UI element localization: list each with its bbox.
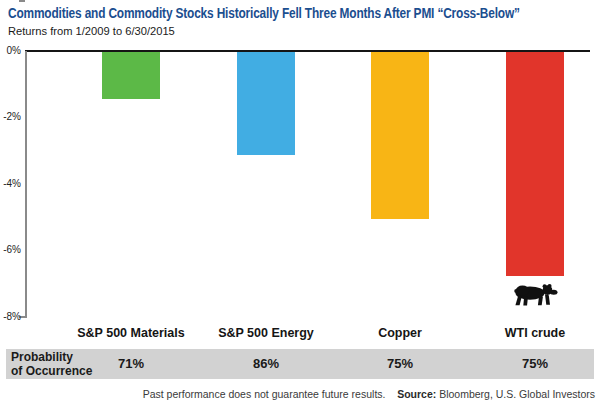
probability-value-copper: 75% bbox=[330, 356, 470, 371]
chart-container: Commodities and Commodity Stocks Histori… bbox=[0, 0, 600, 406]
y-axis-line bbox=[25, 51, 27, 318]
category-label-copper: Copper bbox=[330, 326, 470, 340]
bear-icon bbox=[510, 283, 560, 309]
category-label-sp500-materials: S&P 500 Materials bbox=[61, 326, 201, 340]
bar-sp500-energy bbox=[237, 52, 295, 155]
bar-sp500-materials bbox=[102, 52, 160, 99]
y-tick-label: -4% bbox=[0, 178, 21, 190]
disclaimer-text: Past performance does not guarantee futu… bbox=[143, 388, 386, 400]
bar-copper bbox=[371, 52, 429, 219]
category-label-wti-crude: WTI crude bbox=[465, 326, 600, 340]
chart-title: Commodities and Commodity Stocks Histori… bbox=[8, 5, 520, 21]
y-axis-tick bbox=[19, 0, 25, 2]
probability-value-sp500-materials: 71% bbox=[61, 356, 201, 371]
probability-value-sp500-energy: 86% bbox=[196, 356, 336, 371]
footer-note: Past performance does not guarantee futu… bbox=[143, 388, 595, 400]
y-tick-label: -6% bbox=[0, 244, 21, 256]
chart-subtitle: Returns from 1/2009 to 6/30/2015 bbox=[8, 25, 175, 37]
bar-wti-crude bbox=[506, 52, 564, 276]
y-tick-label: 0% bbox=[0, 45, 21, 57]
source-label: Source: bbox=[397, 388, 436, 400]
footer-spacer bbox=[388, 388, 394, 400]
probability-value-wti-crude: 75% bbox=[465, 356, 600, 371]
y-tick-label: -2% bbox=[0, 111, 21, 123]
category-label-sp500-energy: S&P 500 Energy bbox=[196, 326, 336, 340]
y-tick-label: -8% bbox=[0, 311, 21, 323]
source-value: Bloomberg, U.S. Global Investors bbox=[439, 388, 595, 400]
